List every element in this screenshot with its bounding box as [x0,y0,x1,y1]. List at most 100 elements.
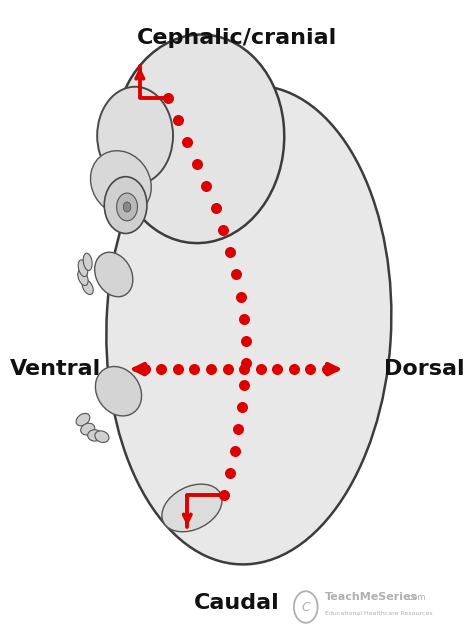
Point [229,387,237,397]
Point [334,153,341,163]
Ellipse shape [114,35,284,243]
Point [159,233,166,244]
Point [154,350,161,360]
Point [225,242,233,252]
Point [333,485,341,495]
Point [376,355,383,365]
Point [273,364,281,374]
Point [237,292,245,302]
Point [315,220,323,230]
Point [146,487,154,497]
Point [307,461,314,471]
Point [317,335,324,345]
Point [362,280,369,290]
Ellipse shape [97,86,173,184]
Point [291,541,299,551]
Point [251,502,258,512]
Point [204,210,211,220]
Point [161,304,168,314]
Point [260,336,268,346]
Point [278,294,285,304]
Point [257,364,264,374]
Point [337,216,344,227]
Ellipse shape [162,484,222,532]
Point [263,173,270,183]
Point [256,420,264,430]
Point [120,283,128,293]
Point [205,492,213,502]
Point [362,433,369,444]
Point [117,141,125,151]
Point [242,358,249,368]
Ellipse shape [81,423,95,435]
Point [287,159,295,169]
Circle shape [117,193,137,221]
Point [377,270,385,280]
Point [159,170,166,180]
Point [191,293,199,304]
Point [237,342,244,352]
Point [314,488,321,498]
Point [120,338,128,348]
Point [287,304,295,314]
Point [131,240,139,251]
Point [292,467,299,477]
Point [183,380,191,391]
Point [248,235,255,245]
Point [310,202,318,212]
Point [285,287,293,297]
Point [330,503,338,513]
Point [240,364,248,374]
Point [131,288,138,298]
Point [171,134,178,144]
Point [159,256,167,266]
Point [300,483,307,493]
Point [257,334,264,344]
Ellipse shape [78,269,88,286]
Point [238,135,246,145]
Point [249,473,256,483]
Point [236,351,243,361]
Point [242,336,249,346]
Point [341,247,349,257]
Point [240,380,248,390]
Point [365,228,373,238]
Point [226,468,234,478]
Point [270,278,278,288]
Point [106,300,113,310]
Point [273,534,280,545]
Point [174,115,182,125]
Point [241,284,248,294]
Point [323,364,331,374]
Point [228,203,236,213]
Point [158,102,165,112]
Point [178,165,185,175]
Text: TeachMeSeries: TeachMeSeries [325,592,418,602]
Point [253,524,260,534]
Point [109,367,117,377]
Point [226,247,234,257]
Point [216,228,223,239]
Point [208,218,216,228]
Point [326,152,333,162]
Point [129,331,137,341]
Point [365,260,373,270]
Point [232,505,240,515]
Point [306,254,314,264]
Point [217,66,224,76]
Point [164,121,171,131]
Point [196,107,204,117]
Point [308,384,315,394]
Point [260,314,267,324]
Point [310,141,318,151]
Circle shape [123,202,131,212]
Point [137,145,145,155]
Point [319,121,326,131]
Point [179,319,187,329]
Point [238,402,246,412]
Point [237,215,245,225]
Point [274,390,282,400]
Point [319,122,327,132]
Point [220,48,228,58]
Point [221,348,229,358]
